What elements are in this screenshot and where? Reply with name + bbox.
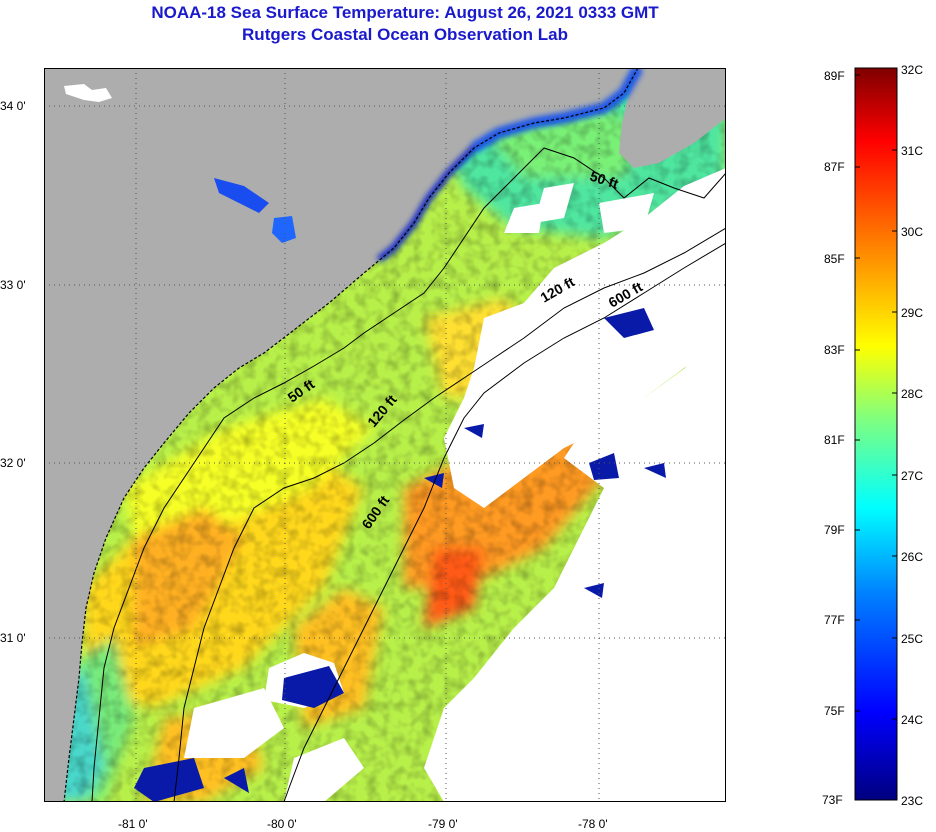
fahrenheit-label: 75F — [824, 704, 845, 718]
chart-title: NOAA-18 Sea Surface Temperature: August … — [151, 3, 659, 22]
celsius-label: 25C — [901, 632, 923, 646]
celsius-label: 32C — [901, 63, 923, 77]
bathymetry-contours — [91, 147, 726, 802]
fahrenheit-label: 85F — [824, 252, 845, 266]
fahrenheit-label: 79F — [824, 523, 845, 537]
sst-map-canvas: 50 ft 120 ft 600 ft 50 ft 120 ft 600 ft — [44, 68, 726, 802]
celsius-label: 31C — [901, 144, 923, 158]
celsius-label: 27C — [901, 469, 923, 483]
colorbar-legend: 89F 87F 85F 83F 81F 79F 77F 75F 73F 32C … — [822, 63, 923, 808]
graticule — [44, 68, 726, 802]
celsius-label: 26C — [901, 550, 923, 564]
fahrenheit-label: 77F — [824, 613, 845, 627]
celsius-label: 30C — [901, 225, 923, 239]
cold-patches — [134, 308, 666, 802]
land-area — [44, 68, 638, 802]
map-frame — [44, 68, 726, 802]
fahrenheit-label: 87F — [824, 160, 845, 174]
colorbar — [854, 67, 898, 801]
lon-label: -80 0' — [267, 817, 297, 831]
fahrenheit-label: 89F — [824, 69, 845, 83]
fahrenheit-label: 81F — [824, 433, 845, 447]
lat-label: 31 0' — [0, 631, 26, 645]
lon-label: -81 0' — [118, 817, 148, 831]
celsius-label: 23C — [901, 794, 923, 808]
lat-label: 32 0' — [0, 456, 26, 470]
sst-map: 50 ft 120 ft 600 ft 50 ft 120 ft 600 ft — [44, 68, 726, 802]
celsius-label: 24C — [901, 713, 923, 727]
lat-label: 33 0' — [0, 278, 26, 292]
fahrenheit-label: 73F — [822, 793, 843, 807]
lat-label: 34 0' — [0, 99, 26, 113]
fahrenheit-label: 83F — [824, 343, 845, 357]
chart-subtitle: Rutgers Coastal Ocean Observation Lab — [242, 25, 568, 44]
lon-label: -79 0' — [428, 817, 458, 831]
celsius-label: 29C — [901, 306, 923, 320]
celsius-label: 28C — [901, 387, 923, 401]
lon-label: -78 0' — [578, 817, 608, 831]
